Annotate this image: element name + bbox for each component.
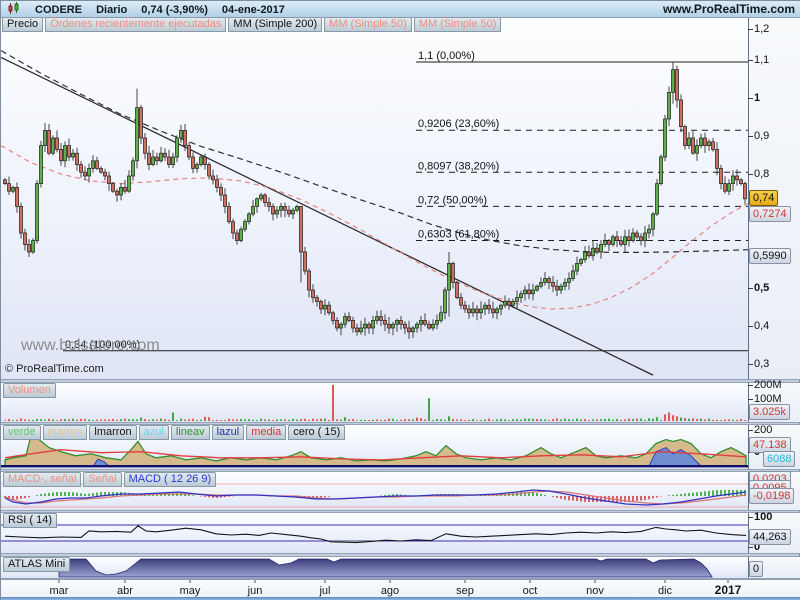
time-axis[interactable]: mar abr may jun jul ago sep oct nov dic 2017 [1,579,800,598]
tab-oscillator-0[interactable]: verde [3,425,41,440]
macd-chart[interactable] [1,472,748,510]
month-label: sep [456,585,474,597]
fib-label: 0,6303 (61,80%) [418,229,499,241]
tab-oscillator-5[interactable]: lazul [211,425,245,440]
macd-line [4,489,747,506]
fib-label: 0,34 (100,00%) [65,339,140,351]
tab-macd-2[interactable]: MACD ( 12 26 9) [123,472,217,487]
rsi-oversold-fill [328,541,376,543]
moving-average-1[interactable] [1,145,748,310]
price-axis-area[interactable] [748,18,800,379]
oscillator-area [4,434,747,467]
volume-chart[interactable] [1,383,748,422]
title-bar: CODERE Diario 0,74 (-3,90%) 04-ene-2017 … [1,1,800,18]
instrument-title: CODERE Diario 0,74 (-3,90%) 04-ene-2017 [7,2,285,18]
tab-oscillator-3[interactable]: azul [138,425,169,440]
price-chart[interactable]: 1,1 (0,00%) 0,9206 (23,60%) 0,8097 (38,20%… [1,18,748,379]
price-pane-tabs: Precio Órdenes recientemente ejecutadas MM… [2,17,502,32]
volume-pane-tabs: Volumen [3,383,56,398]
atlas-chart[interactable] [1,557,748,578]
tab-price-0[interactable]: Precio [2,17,44,32]
tab-volume-0[interactable]: Volumen [3,383,56,398]
tab-oscillator-2[interactable]: lmarron [89,425,137,440]
oscillator-pane-tabs: verde marron lmarron azul lineav lazul media ce… [3,425,346,440]
atlas-axis-area[interactable] [748,557,800,578]
candlestick-icon [7,2,21,18]
candlestick-series[interactable] [3,62,747,339]
oscillator-axis-area[interactable] [748,425,800,469]
tab-oscillator-7[interactable]: cero ( 15) [288,425,346,440]
oscillator-media-line [4,449,747,461]
rsi-chart[interactable] [1,513,748,553]
timeframe-label: Diario [96,4,128,16]
fibonacci-levels [63,61,748,352]
tab-oscillator-4[interactable]: lineav [170,425,210,440]
tab-price-1[interactable]: Órdenes recientemente ejecutadas [45,17,227,32]
atlas-pane-tabs: ATLAS Mini [3,557,71,572]
macd-pane-tabs: MACD-, señal Señal MACD ( 12 26 9) [3,472,217,487]
fib-label: 0,9206 (23,60%) [418,118,499,130]
month-label: may [180,585,201,597]
tab-macd-0[interactable]: MACD-, señal [3,472,82,487]
tab-macd-1[interactable]: Señal [83,472,122,487]
tab-oscillator-6[interactable]: media [246,425,287,440]
rsi-pane-tabs: RSI ( 14) [3,513,58,528]
month-label: 2017 [715,583,742,597]
month-label: oct [523,585,538,597]
volume-bars [4,384,746,422]
month-axis: mar abr may jun jul ago sep oct nov dic 2017 [50,580,742,597]
fib-label: 1,1 (0,00%) [418,50,475,62]
volume-axis-area[interactable] [748,383,800,422]
oscillator-zero-line [1,465,748,468]
bottom-scrollbar[interactable] [1,597,800,600]
rsi-pane[interactable] [1,512,800,554]
tab-oscillator-1[interactable]: marron [42,425,88,440]
rsi-line [4,525,747,544]
copyright-label: © ProRealTime.com [5,363,104,375]
moving-average-0[interactable] [1,50,748,253]
watermark: www.bolsatero.com [21,337,160,354]
month-label: mar [50,585,69,597]
fib-label: 0,8097 (38,20%) [418,160,499,172]
month-label: dic [658,585,673,597]
price-change-label: 0,74 (-3,90%) [141,4,208,16]
month-label: nov [586,585,604,597]
tab-price-2[interactable]: MM (Simple 200) [228,17,323,32]
macd-axis-area[interactable] [748,472,800,510]
oscillator-chart[interactable] [1,425,748,469]
time-axis-corner [748,580,800,598]
month-label: jul [318,585,330,597]
price-pane[interactable]: 1,1 (0,00%) 0,9206 (23,60%) 0,8097 (38,20%… [1,17,800,380]
volume-pane[interactable] [1,382,800,423]
symbol-label: CODERE [35,4,83,16]
month-label: ago [381,585,399,597]
prorealtime-site-label: www.ProRealTime.com [662,2,795,16]
atlas-band [58,558,713,578]
month-label: abr [117,585,133,597]
fib-label: 0,72 (50,00%) [418,194,487,206]
tab-rsi-0[interactable]: RSI ( 14) [3,513,58,528]
atlas-pane[interactable] [1,556,800,579]
date-label: 04-ene-2017 [221,4,285,16]
rsi-axis-area[interactable] [748,513,800,553]
tab-atlas-0[interactable]: ATLAS Mini [3,557,71,572]
month-label: jun [247,585,263,597]
tab-price-4[interactable]: MM (Simple 50) [413,17,502,32]
trend-line[interactable] [1,56,654,376]
tab-price-3[interactable]: MM (Simple 50) [324,17,412,32]
